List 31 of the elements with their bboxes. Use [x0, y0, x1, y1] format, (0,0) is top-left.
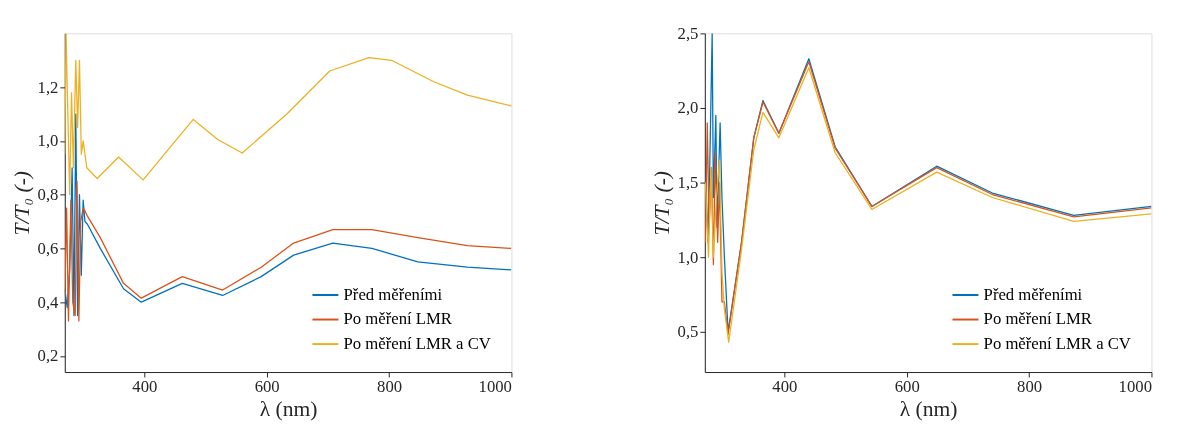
x-tick-label: 600 — [254, 377, 280, 397]
x-tick-label: 1000 — [1118, 377, 1152, 397]
x-axis-title: λ (nm) — [899, 396, 958, 421]
y-tick-label: 0,6 — [37, 238, 59, 258]
legend-label: Po měření LMR a CV — [983, 333, 1131, 353]
y-tick-label: 1,2 — [37, 77, 59, 97]
x-tick-label: 600 — [894, 377, 920, 397]
x-tick-label: 800 — [377, 377, 403, 397]
x-tick-label: 1000 — [478, 377, 512, 397]
y-tick-label: 1,0 — [677, 247, 699, 267]
legend-label: Po měření LMR — [343, 309, 453, 329]
y-tick-label: 1,0 — [37, 131, 59, 151]
y-axis-title: T/T₀ (-) — [649, 170, 674, 236]
y-tick-label: 0,5 — [677, 322, 699, 342]
x-tick-label: 400 — [132, 377, 158, 397]
y-tick-label: 0,4 — [37, 292, 60, 312]
legend-label: Před měřeními — [983, 284, 1083, 304]
y-tick-label: 2,0 — [677, 98, 699, 118]
x-axis-title: λ (nm) — [259, 396, 318, 421]
legend-label: Po měření LMR — [983, 309, 1093, 329]
y-tick-label: 0,2 — [37, 346, 59, 366]
legend-label: Před měřeními — [343, 284, 443, 304]
y-axis-title: T/T₀ (-) — [9, 170, 34, 236]
y-tick-label: 2,5 — [677, 23, 699, 43]
x-tick-label: 400 — [772, 377, 798, 397]
legend-label: Po měření LMR a CV — [343, 333, 491, 353]
line-series — [64, 180, 512, 322]
line-series — [64, 33, 512, 196]
y-tick-label: 0,8 — [37, 185, 59, 205]
y-tick-label: 1,5 — [677, 172, 699, 192]
x-tick-label: 800 — [1017, 377, 1043, 397]
